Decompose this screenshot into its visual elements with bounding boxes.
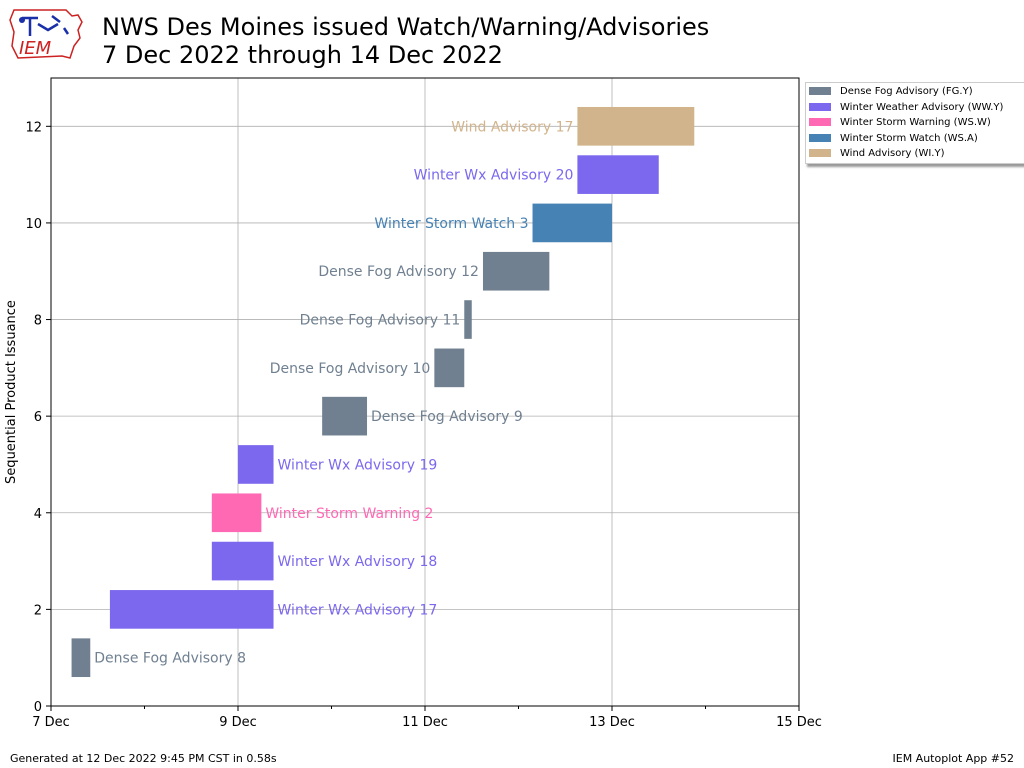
iem-logo-text: IEM: [19, 38, 52, 59]
legend-swatch: [809, 87, 831, 95]
legend-label: Winter Storm Warning (WS.W): [840, 117, 991, 128]
event-bar: [434, 348, 465, 388]
event-bar: [482, 251, 550, 291]
event-bar: [211, 541, 274, 581]
event-label: Dense Fog Advisory 10: [270, 361, 431, 377]
event-bar: [322, 396, 368, 436]
event-bar: [464, 300, 472, 339]
legend-swatch: [809, 118, 831, 126]
event-label: Dense Fog Advisory 12: [318, 264, 479, 280]
x-tick-label: 13 Dec: [589, 715, 635, 730]
event-bar: [532, 203, 612, 243]
legend-item: Winter Weather Advisory (WW.Y): [809, 101, 1003, 115]
footer-generated: Generated at 12 Dec 2022 9:45 PM CST in …: [10, 752, 277, 765]
legend-label: Wind Advisory (WI.Y): [840, 148, 945, 159]
event-bar: [577, 155, 659, 194]
footer-app-id: IEM Autoplot App #52: [892, 752, 1015, 765]
chart-legend: Dense Fog Advisory (FG.Y) Winter Weather …: [805, 82, 1024, 164]
event-bar: [71, 638, 91, 678]
legend-item: Wind Advisory (WI.Y): [809, 147, 944, 161]
event-label: Dense Fog Advisory 8: [94, 651, 246, 667]
event-label: Winter Wx Advisory 18: [278, 554, 438, 570]
event-label: Winter Wx Advisory 19: [278, 457, 438, 473]
iem-logo: IEM: [9, 9, 83, 59]
event-label: Wind Advisory 17: [451, 119, 573, 135]
x-tick-label: 9 Dec: [219, 715, 257, 730]
event-label: Winter Wx Advisory 20: [414, 168, 574, 184]
event-bar: [238, 445, 274, 484]
legend-swatch: [809, 102, 831, 111]
chart-title-line2: 7 Dec 2022 through 14 Dec 2022: [102, 41, 503, 69]
y-tick-label: 12: [25, 120, 42, 135]
event-label: Winter Storm Watch 3: [374, 216, 528, 232]
legend-swatch: [809, 133, 831, 142]
x-tick-label: 11 Dec: [402, 715, 448, 730]
x-tick-label: 7 Dec: [32, 715, 70, 730]
legend-label: Dense Fog Advisory (FG.Y): [840, 86, 973, 97]
event-label: Winter Storm Warning 2: [265, 506, 433, 522]
y-tick-label: 4: [34, 507, 42, 522]
y-axis-label: Sequential Product Issuance: [4, 300, 19, 484]
y-tick-label: 2: [34, 603, 42, 618]
y-tick-label: 10: [25, 217, 42, 232]
x-tick-label: 15 Dec: [776, 715, 822, 730]
legend-swatch: [809, 149, 831, 157]
legend-label: Winter Storm Watch (WS.A): [840, 132, 978, 144]
event-label: Dense Fog Advisory 9: [371, 409, 523, 425]
event-bar: [577, 106, 695, 146]
y-tick-label: 8: [34, 314, 42, 329]
event-bar: [109, 590, 274, 629]
event-bar: [211, 493, 262, 533]
legend-item: Dense Fog Advisory (FG.Y): [809, 85, 973, 99]
event-label: Winter Wx Advisory 17: [278, 602, 438, 618]
legend-item: Winter Storm Watch (WS.A): [809, 132, 978, 146]
chart-title-line1: NWS Des Moines issued Watch/Warning/Advi…: [102, 13, 710, 41]
y-tick-label: 0: [34, 700, 42, 715]
legend-item: Winter Storm Warning (WS.W): [809, 116, 991, 130]
event-label: Dense Fog Advisory 11: [300, 313, 461, 329]
legend-label: Winter Weather Advisory (WW.Y): [840, 101, 1004, 113]
y-tick-label: 6: [34, 410, 42, 425]
